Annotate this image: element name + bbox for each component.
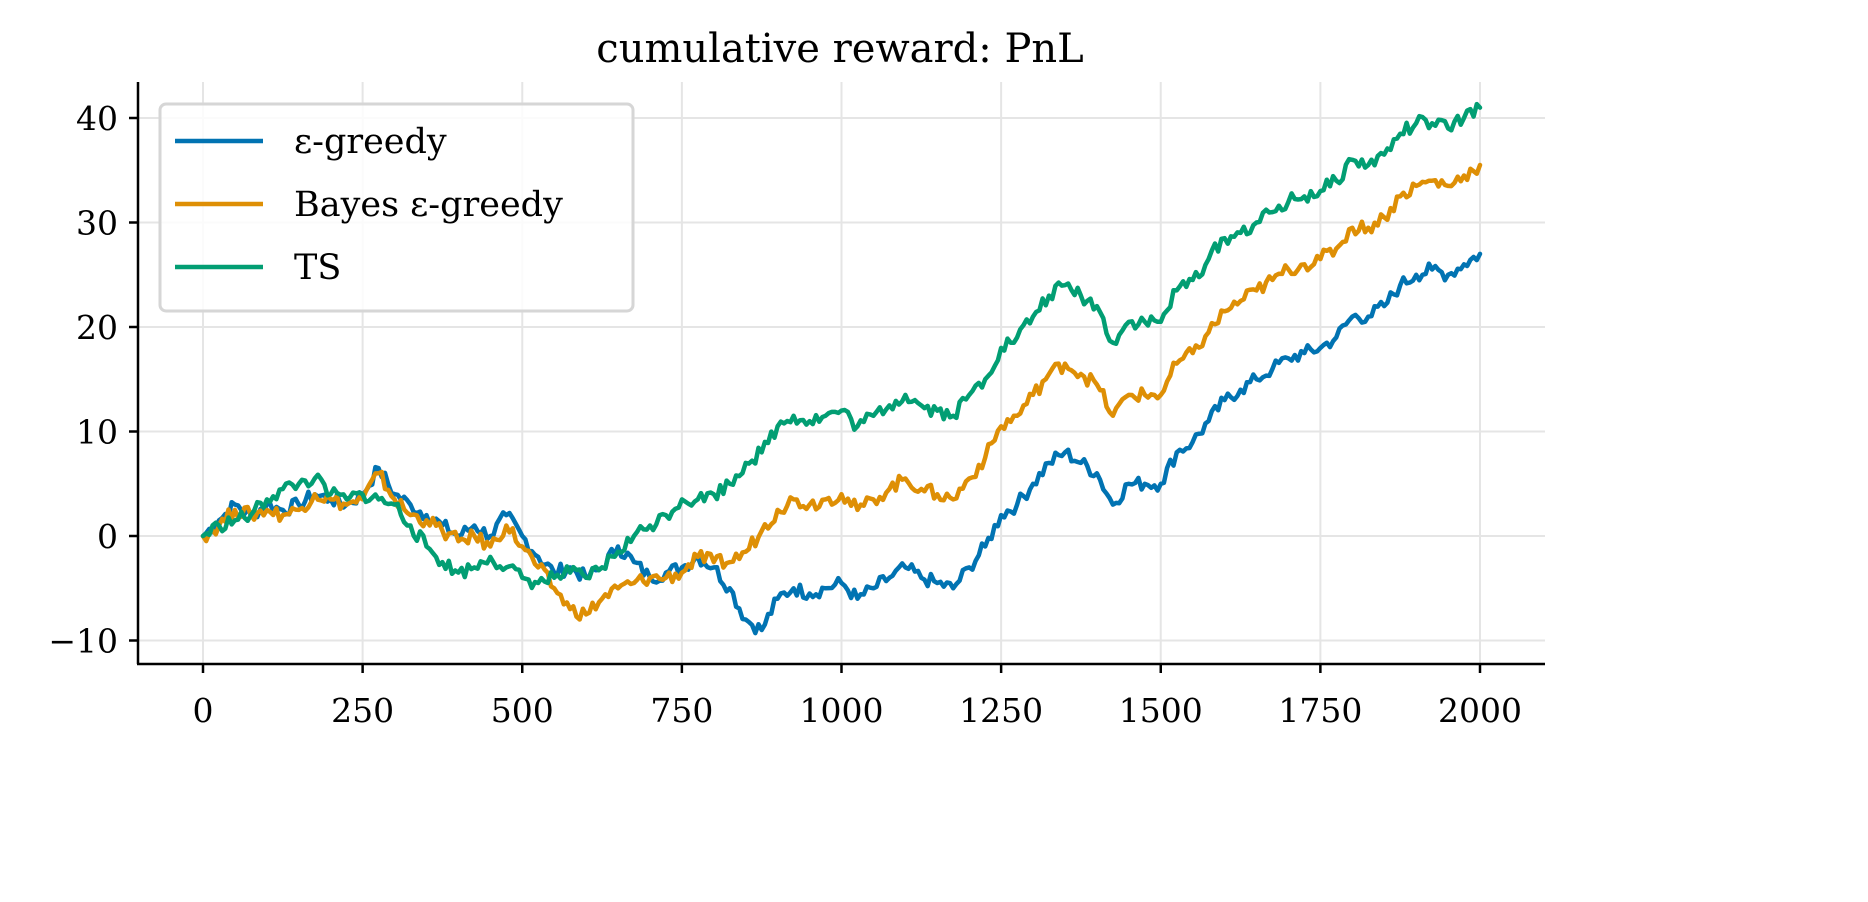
y-tick-label: 30 [76, 204, 118, 243]
x-tick-label: 1750 [1278, 691, 1362, 730]
x-tick-label: 1000 [800, 691, 884, 730]
ticks: 0 250 500 750 1000 1250 1500 1750 2000 −10 0 10 20 30… [48, 99, 1522, 730]
legend-label: TS [294, 248, 341, 288]
legend-label: Bayes ε-greedy [294, 185, 563, 225]
x-tick-label: 250 [331, 691, 394, 730]
series-line-2 [200, 101, 1483, 591]
legend-label: ε-greedy [294, 122, 447, 162]
x-tick-label: 1250 [959, 691, 1043, 730]
y-tick-label: 20 [76, 308, 118, 347]
legend-box [158, 102, 635, 313]
x-tick-label: 1500 [1119, 691, 1203, 730]
y-tick-label: −10 [48, 622, 118, 661]
chart-title: cumulative reward: PnL [596, 26, 1083, 72]
x-tick-label: 750 [650, 691, 713, 730]
y-tick-label: 40 [76, 99, 118, 138]
y-tick-label: 10 [76, 413, 118, 452]
y-tick-label: 0 [97, 517, 118, 556]
series-line-0 [200, 251, 1483, 636]
x-tick-label: 2000 [1438, 691, 1522, 730]
x-tick-label: 500 [491, 691, 554, 730]
series-line-1 [200, 162, 1483, 622]
legend: ε-greedy Bayes ε-greedy TS [158, 102, 635, 313]
series-lines [200, 101, 1483, 636]
x-tick-label: 0 [193, 691, 214, 730]
